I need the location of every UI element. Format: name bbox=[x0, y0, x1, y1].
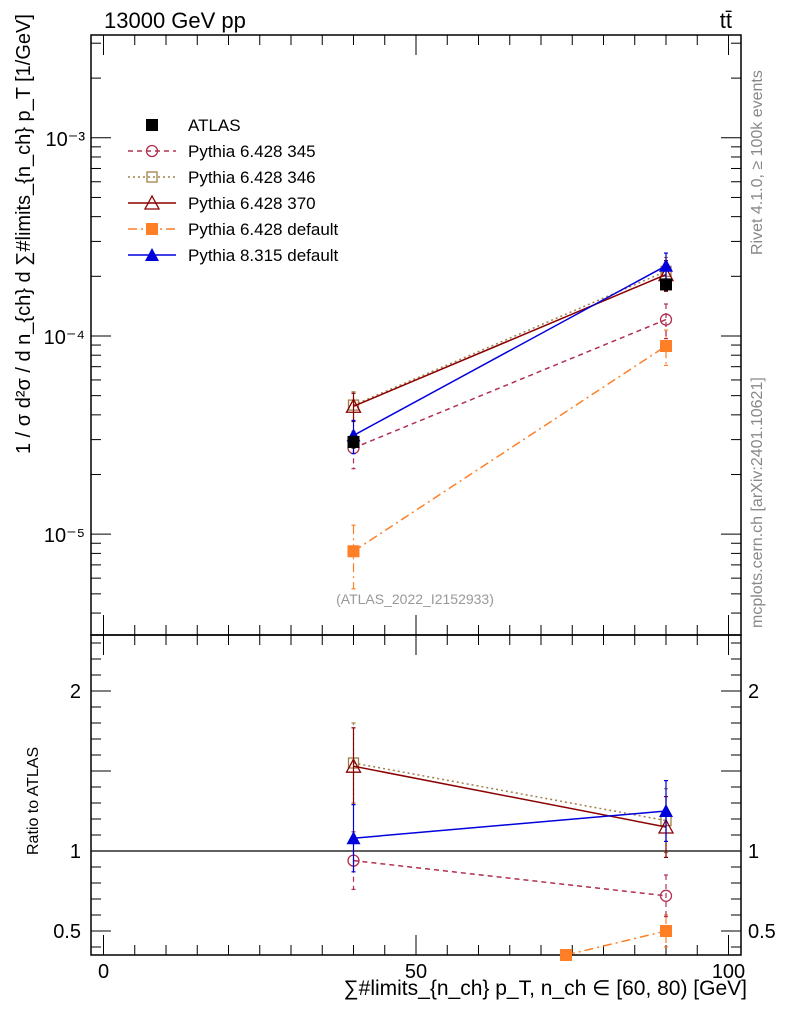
legend-marker-p6def bbox=[146, 223, 158, 235]
ratio-y-tick-label: 2 bbox=[70, 681, 81, 703]
legend-label-p6def: Pythia 6.428 default bbox=[188, 220, 339, 239]
x-tick-label: 50 bbox=[405, 961, 427, 983]
series-line-p6def bbox=[565, 930, 667, 956]
ratio-panel-frame bbox=[90, 634, 742, 956]
main-y-axis-title: 1 / σ d²σ / d n_{ch} d ∑#limits_{n_ch} p… bbox=[13, 14, 35, 454]
data-point-p345 bbox=[659, 889, 673, 902]
data-point-p6def bbox=[347, 545, 360, 558]
series-line-p370 bbox=[353, 273, 667, 407]
legend-marker-p346 bbox=[146, 171, 158, 183]
main-y-tick-label: 10⁻⁵ bbox=[44, 525, 85, 547]
main-plot-area bbox=[345, 252, 675, 590]
data-point-p6def bbox=[660, 340, 672, 353]
source-label: mcplots.cern.ch [arXiv:2401.10621] bbox=[749, 377, 766, 628]
legend-label-p8def: Pythia 8.315 default bbox=[188, 246, 339, 265]
series-line-p345 bbox=[353, 318, 667, 449]
series-line-p8def bbox=[353, 265, 667, 437]
data-point-p6def bbox=[660, 925, 672, 937]
x-tick-label: 100 bbox=[712, 961, 745, 983]
legend-marker-p370 bbox=[143, 194, 161, 210]
process-label: tt̄ bbox=[720, 8, 732, 33]
data-point-p8def bbox=[346, 831, 361, 845]
ratio-y-tick-label-right: 0.5 bbox=[748, 921, 776, 943]
ratio-y-tick-label: 1 bbox=[70, 841, 81, 863]
series-line-p345 bbox=[353, 859, 667, 897]
data-point-p8def bbox=[659, 804, 673, 817]
legend-label-p370: Pythia 6.428 370 bbox=[188, 194, 316, 213]
x-tick-label: 0 bbox=[98, 961, 109, 983]
main-y-tick-label: 10⁻⁴ bbox=[44, 327, 85, 349]
legend: ATLAS Pythia 6.428 345 Pythia 6.428 346 Pyt… bbox=[128, 116, 339, 265]
series-line-p346 bbox=[353, 270, 667, 406]
legend-label-p345: Pythia 6.428 345 bbox=[188, 142, 316, 161]
series-line-p370 bbox=[353, 765, 667, 828]
ratio-y-tick-label: 0.5 bbox=[53, 921, 81, 943]
data-point-atlas bbox=[660, 278, 672, 291]
data-point-p370 bbox=[345, 757, 362, 773]
ratio-y-axis-title: Ratio to ATLAS bbox=[25, 747, 42, 855]
data-point-p8def bbox=[659, 258, 673, 272]
legend-marker-p345 bbox=[145, 144, 159, 158]
data-point-p345 bbox=[659, 313, 673, 326]
rivet-label: Rivet 4.1.0, ≥ 100k events bbox=[749, 70, 766, 255]
series-line-p6def bbox=[353, 345, 667, 552]
data-point-p6def bbox=[560, 949, 572, 961]
ratio-y-tick-label-right: 1 bbox=[748, 841, 759, 863]
data-point-atlas bbox=[347, 435, 360, 448]
legend-marker-atlas bbox=[146, 119, 158, 131]
legend-marker-p8def bbox=[145, 248, 159, 261]
main-y-tick-label: 10⁻³ bbox=[46, 129, 86, 151]
ratio-y-tick-label-right: 2 bbox=[748, 681, 759, 703]
analysis-label: (ATLAS_2022_I2152933) bbox=[336, 591, 494, 607]
series-line-p8def bbox=[353, 810, 667, 839]
series-line-p346 bbox=[353, 762, 667, 822]
legend-label-p346: Pythia 6.428 346 bbox=[188, 168, 316, 187]
main-axis-ticks: 10⁻⁵ 10⁻⁴ 10⁻³ bbox=[44, 35, 741, 614]
energy-label: 13000 GeV pp bbox=[104, 8, 246, 33]
legend-label-atlas: ATLAS bbox=[188, 116, 241, 135]
ratio-plot-area bbox=[345, 722, 675, 961]
data-point-p370 bbox=[345, 397, 362, 413]
x-axis-title: ∑#limits_{n_ch} p_T, n_ch ∈ [60, 80) [Ge… bbox=[344, 977, 747, 1000]
